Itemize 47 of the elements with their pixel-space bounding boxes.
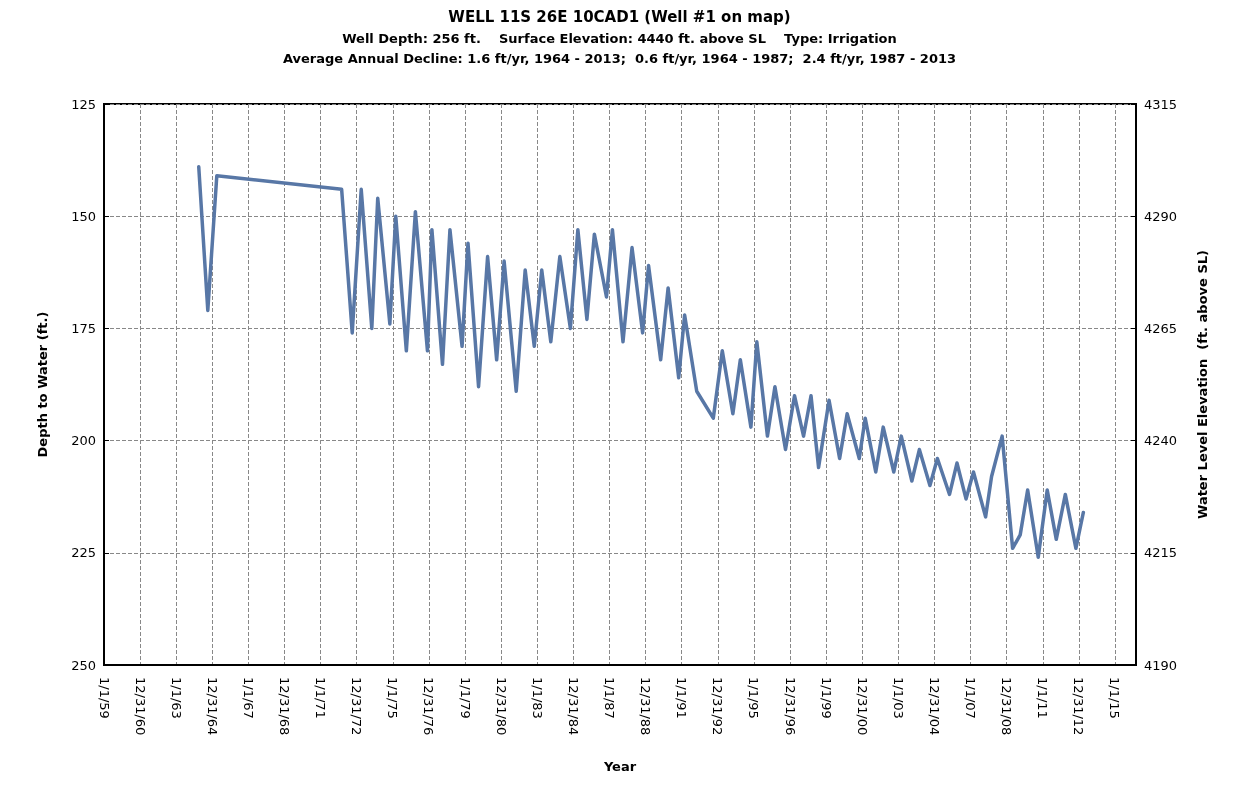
x-tick-label: 1/1/75 <box>385 677 401 719</box>
x-tick-label: 1/1/03 <box>890 677 906 719</box>
x-tick-label: 1/1/83 <box>529 677 545 719</box>
y2-tick-label: 4290 <box>1144 208 1178 224</box>
y2-tick-label: 4265 <box>1144 320 1178 336</box>
y2-tick-label: 4215 <box>1144 545 1178 561</box>
x-tick-label: 12/31/00 <box>854 677 870 736</box>
y2-tick-label: 4190 <box>1144 657 1178 673</box>
x-tick-label: 12/31/12 <box>1071 677 1087 736</box>
x-tick-label: 1/1/95 <box>746 677 762 719</box>
line-series <box>197 165 1086 560</box>
x-tick-label: 1/1/59 <box>96 677 112 719</box>
x-tick-label: 12/31/04 <box>926 677 942 736</box>
y-tick-label: 200 <box>71 433 96 449</box>
chart-title: WELL 11S 26E 10CAD1 (Well #1 on map) <box>448 7 791 26</box>
x-tick-label: 1/1/11 <box>1035 677 1051 719</box>
x-tick-label: 12/31/64 <box>204 677 220 736</box>
x-tick-label: 1/1/15 <box>1107 677 1123 719</box>
y-tick-label: 225 <box>71 545 96 561</box>
chart-subtitle: Well Depth: 256 ft. Surface Elevation: 4440 ft. above SL Type: Irrigation Average Annual Decline: 1.6 ft/yr, 1964 - 2013; 0.6 ft/yr, 1964 - 1987; 2.4 ft/yr, 1987 - 2013 <box>282 30 957 66</box>
x-tick-label: 12/31/92 <box>710 677 726 736</box>
x-tick-label: 12/31/96 <box>782 677 798 736</box>
x-tick-label: 1/1/07 <box>963 677 979 719</box>
x-axis-title: Year <box>602 759 637 774</box>
y-tick-label: 175 <box>71 320 96 336</box>
x-tick-label: 12/31/68 <box>277 677 293 736</box>
y-tick-label: 150 <box>71 208 96 224</box>
x-tick-label: 12/31/88 <box>638 677 654 736</box>
y2-axis-title: Water Level Elevation (ft. above SL) <box>1195 250 1210 519</box>
x-tick-label: 1/1/71 <box>313 677 329 719</box>
x-tick-label: 12/31/72 <box>349 677 365 736</box>
x-tick-label: 1/1/67 <box>240 677 256 719</box>
y2-tick-label: 4315 <box>1144 96 1178 112</box>
x-tick-label: 12/31/84 <box>565 677 581 736</box>
x-tick-label: 1/1/79 <box>457 677 473 719</box>
x-tick-label: 12/31/80 <box>493 677 509 736</box>
x-tick-label: 1/1/87 <box>602 677 617 719</box>
y2-tick-label: 4240 <box>1144 433 1178 449</box>
x-tick-label: 12/31/60 <box>132 677 148 736</box>
y-tick-label: 250 <box>71 657 96 673</box>
x-tick-label: 1/1/91 <box>674 677 690 719</box>
x-tick-label: 1/1/99 <box>818 677 834 719</box>
y-axis-title: Depth to Water (ft.) <box>35 311 50 458</box>
x-tick-label: 1/1/63 <box>168 677 184 719</box>
x-tick-label: 12/31/08 <box>999 677 1015 736</box>
x-tick-label: 12/31/76 <box>421 677 437 736</box>
y-tick-label: 125 <box>71 96 96 112</box>
